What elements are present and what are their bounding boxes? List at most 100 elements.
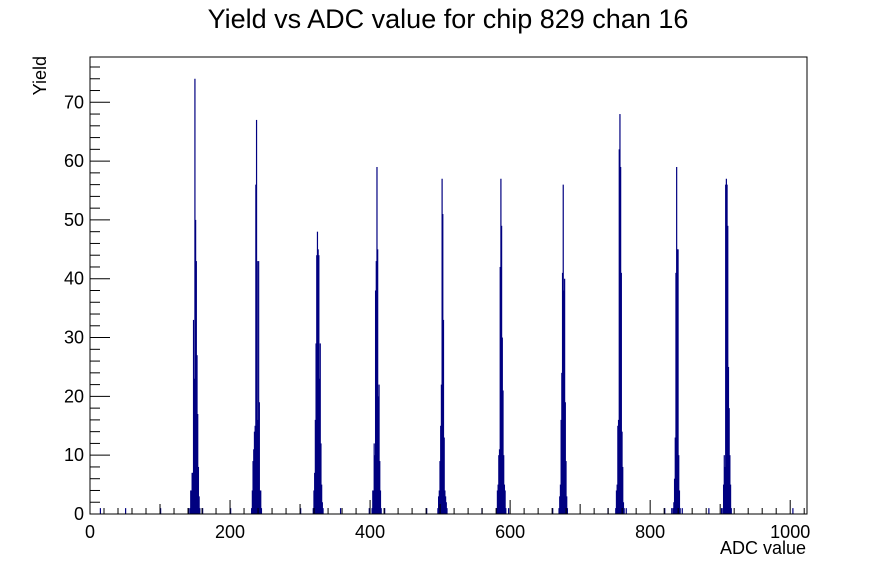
histogram-bin	[498, 455, 500, 514]
histogram-bin	[251, 508, 253, 514]
y-tick-label: 50	[64, 210, 84, 230]
histogram-bin	[197, 466, 200, 514]
histogram-bin	[253, 449, 255, 514]
histogram-bin	[559, 484, 562, 514]
histogram-bin	[379, 490, 382, 514]
histogram-bin	[318, 378, 321, 514]
y-tick-label: 30	[64, 328, 84, 348]
histogram-bin	[615, 490, 618, 514]
histogram-bin	[622, 466, 624, 514]
histogram-bin	[320, 443, 322, 514]
histogram-bin	[372, 490, 374, 514]
histogram-bin	[623, 508, 625, 514]
histogram-bin	[561, 372, 563, 514]
histogram-bin	[373, 443, 375, 514]
x-tick-label: 200	[215, 522, 245, 542]
histogram-bin	[438, 496, 440, 514]
histogram-bin	[253, 431, 256, 514]
histogram-bin	[377, 249, 379, 514]
histogram-bin	[190, 490, 193, 514]
histogram-bin	[300, 508, 302, 514]
histogram-bin	[625, 508, 627, 514]
histogram-bin	[566, 508, 569, 514]
histogram-bin	[722, 508, 724, 514]
x-axis-label: ADC value	[720, 538, 806, 558]
histogram-bin	[198, 496, 200, 514]
histogram-bin	[378, 384, 380, 514]
histogram-bin	[439, 461, 441, 514]
histogram-bin	[375, 261, 377, 514]
histogram-bin	[374, 455, 376, 514]
histogram-bin	[258, 402, 260, 514]
x-tick-label: 0	[85, 522, 95, 542]
histogram-bin	[725, 178, 727, 514]
histogram-bin	[446, 508, 448, 514]
histogram-bin	[230, 508, 232, 514]
histogram-bin	[681, 508, 683, 514]
histogram-bin	[673, 478, 676, 514]
histogram-bin	[190, 490, 192, 514]
histogram-bin	[444, 490, 446, 514]
histogram-bin	[674, 437, 676, 514]
histogram-bin	[379, 461, 381, 514]
histogram-bin	[497, 484, 499, 514]
histogram-bin	[191, 472, 193, 514]
histogram-bin	[619, 114, 621, 515]
histogram-bin	[255, 184, 257, 514]
histogram-bin	[256, 261, 258, 514]
histogram-bin	[312, 508, 314, 514]
histogram-bin	[202, 508, 204, 514]
histogram-bin	[321, 484, 323, 514]
histogram-bin	[564, 402, 566, 514]
histogram-bin	[193, 378, 195, 514]
histogram-bin	[197, 414, 199, 514]
y-tick-label: 70	[64, 92, 84, 112]
y-tick-label: 20	[64, 386, 84, 406]
histogram-bin	[99, 508, 101, 514]
histogram-bin	[189, 508, 191, 514]
histogram-bin	[503, 484, 506, 514]
x-tick-label: 400	[355, 522, 385, 542]
histogram-bin	[258, 261, 260, 514]
histogram-bin	[257, 419, 259, 514]
histogram-bin	[315, 343, 317, 514]
y-tick-label: 40	[64, 269, 84, 289]
histogram-bin	[503, 455, 505, 514]
histogram-bin	[728, 408, 730, 514]
histogram-bin	[376, 166, 378, 515]
histogram-bin	[252, 461, 254, 514]
histogram-bin	[563, 290, 565, 514]
histogram-bin	[440, 384, 442, 514]
histogram-bin	[501, 337, 503, 514]
histogram-bin	[673, 502, 675, 514]
plot-frame	[89, 56, 808, 515]
x-tick-label: 600	[495, 522, 525, 542]
histogram-bin	[620, 272, 622, 514]
y-tick-label: 10	[64, 445, 84, 465]
y-axis-label: Yield	[30, 56, 50, 95]
histogram-bin	[260, 508, 263, 514]
histogram-bin	[559, 496, 561, 514]
histogram-bin	[314, 419, 316, 514]
histogram-bin	[618, 149, 620, 514]
histogram-bin	[615, 508, 617, 514]
histogram-bin	[675, 272, 677, 514]
histogram-bin	[622, 502, 625, 514]
histogram-bin	[560, 419, 562, 514]
histogram-bin	[316, 231, 319, 514]
histogram-bin	[726, 184, 728, 514]
histogram-bin	[676, 249, 678, 514]
histogram-bin	[317, 249, 319, 514]
histogram-bin	[438, 490, 440, 514]
histogram-bin	[125, 508, 127, 514]
histogram-bin	[502, 390, 504, 514]
histogram-bin	[720, 508, 723, 514]
chart-title: Yield vs ADC value for chip 829 chan 16	[208, 4, 689, 34]
histogram-bin	[384, 508, 386, 514]
histogram-bin	[319, 343, 321, 514]
histogram-bin	[504, 490, 506, 514]
histogram-bin	[160, 508, 162, 514]
histogram-bin	[195, 219, 197, 515]
